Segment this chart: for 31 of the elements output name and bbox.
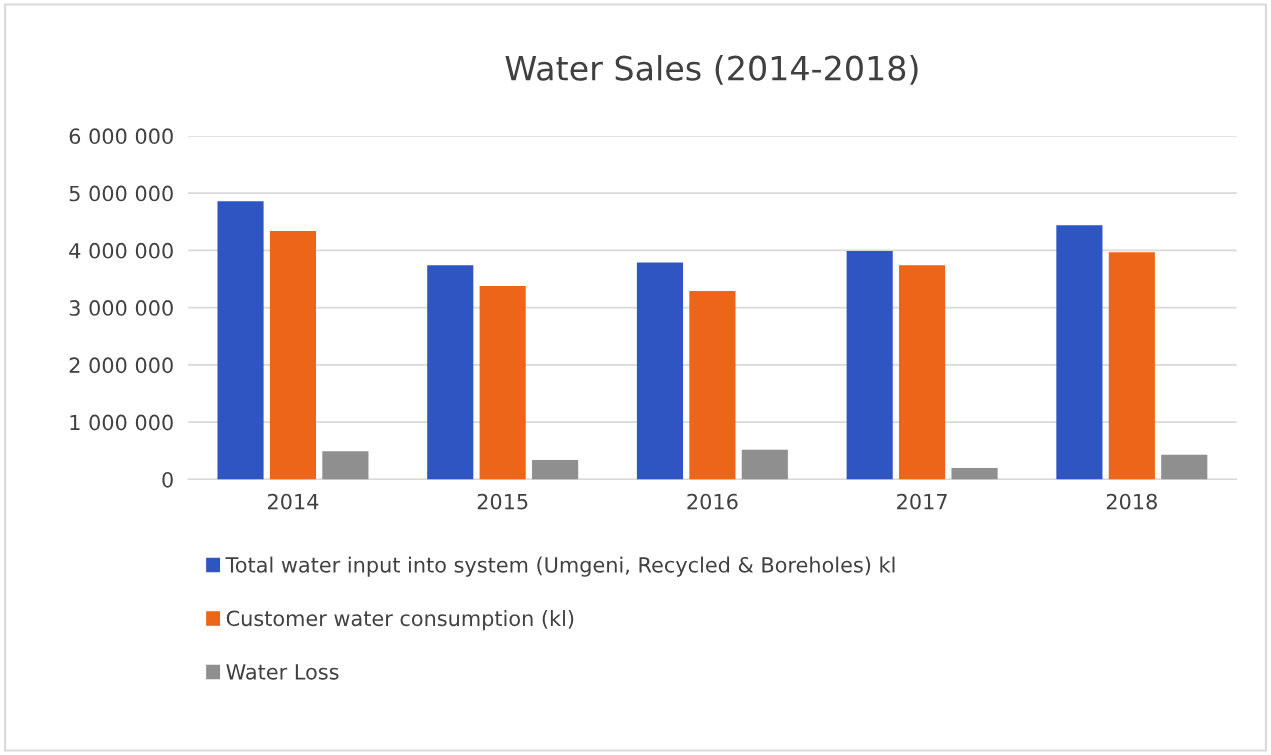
x-tick-label: 2015 bbox=[477, 493, 528, 510]
y-tick-label: 4 000 000 bbox=[69, 242, 173, 259]
legend-label: Customer water consumption (kl) bbox=[226, 610, 574, 631]
y-tick-label: 1 000 000 bbox=[70, 414, 173, 431]
bar bbox=[741, 449, 788, 480]
y-tick-label: 2 000 000 bbox=[69, 357, 173, 374]
bar bbox=[1161, 454, 1208, 480]
bar bbox=[689, 291, 736, 480]
bar bbox=[1056, 225, 1103, 480]
y-tick-label: 5 000 000 bbox=[69, 185, 173, 202]
y-tick-label: 3 000 000 bbox=[69, 300, 173, 316]
x-tick-label: 2017 bbox=[897, 493, 947, 510]
bar bbox=[846, 250, 893, 480]
bar bbox=[1108, 252, 1155, 480]
x-tick-label: 2016 bbox=[687, 493, 738, 510]
legend-label: Water Loss bbox=[226, 664, 339, 680]
bar bbox=[532, 459, 579, 480]
chart-title: Water Sales (2014-2018) bbox=[505, 55, 918, 85]
y-tick-label: 0 bbox=[162, 471, 173, 488]
bar bbox=[217, 201, 264, 480]
x-tick-label: 2018 bbox=[1106, 493, 1157, 510]
bar bbox=[322, 451, 369, 480]
bar bbox=[899, 265, 946, 480]
y-tick-label: 6 000 000 bbox=[69, 128, 173, 145]
bar bbox=[951, 467, 998, 480]
bar bbox=[269, 230, 317, 480]
bar bbox=[479, 285, 526, 480]
bar bbox=[427, 265, 474, 480]
x-tick-label: 2014 bbox=[267, 493, 319, 510]
legend-label: Total water input into system (Umgeni, Recycled & Boreholes) kl bbox=[225, 556, 895, 577]
bar bbox=[636, 262, 684, 480]
